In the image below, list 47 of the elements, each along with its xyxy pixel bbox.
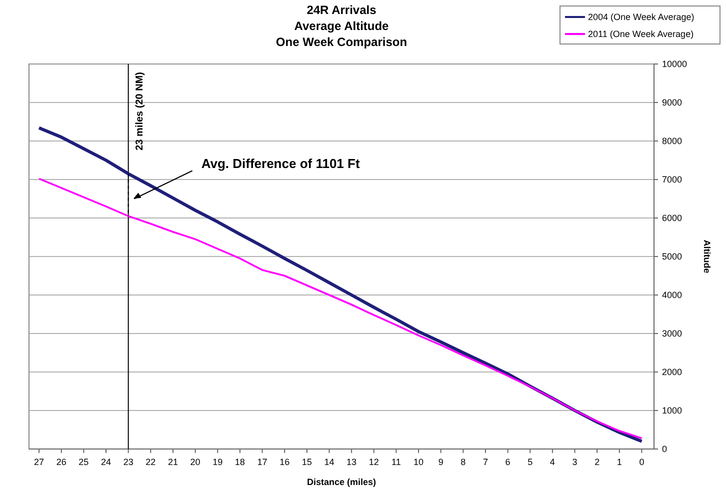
- x-tick-label: 17: [257, 457, 268, 467]
- y-tick-label: 6000: [662, 213, 682, 223]
- x-tick-label: 13: [346, 457, 357, 467]
- y-tick-label: 5000: [662, 252, 682, 262]
- chart-title: 24R Arrivals Average Altitude One Week Comparison: [276, 3, 408, 49]
- x-tick-label: 14: [324, 457, 334, 467]
- x-tick-label: 1: [616, 457, 622, 467]
- y-tick-label: 10000: [662, 59, 688, 69]
- x-tick-label: 25: [78, 457, 89, 467]
- y-axis-title: Altitude: [702, 240, 712, 274]
- x-tick-label: 0: [639, 457, 644, 467]
- legend-label: 2011 (One Week Average): [588, 29, 694, 39]
- x-tick-label: 24: [101, 457, 112, 467]
- x-tick-label: 27: [34, 457, 44, 467]
- y-tick-label: 8000: [662, 136, 682, 146]
- x-tick-label: 26: [56, 457, 66, 467]
- x-tick-label: 15: [302, 457, 312, 467]
- y-tick-label: 3000: [662, 328, 682, 338]
- x-tick-label: 11: [392, 457, 401, 467]
- x-tick-label: 6: [505, 457, 510, 467]
- x-tick-label: 18: [234, 457, 245, 467]
- y-tick-label: 9000: [662, 98, 682, 108]
- x-tick-label: 10: [414, 457, 424, 467]
- x-tick-label: 4: [550, 457, 555, 467]
- line-series: [38, 178, 643, 440]
- x-tick-label: 3: [572, 457, 578, 467]
- ref-line-label: 23 miles (20 NM): [134, 72, 146, 150]
- x-tick-label: 19: [212, 457, 223, 467]
- x-tick-label: 7: [482, 457, 488, 467]
- x-tick-label: 12: [368, 457, 379, 467]
- y-tick-label: 4000: [662, 290, 682, 300]
- legend-label: 2004 (One Week Average): [588, 12, 694, 22]
- y-tick-label: 7000: [662, 174, 682, 184]
- x-tick-label: 5: [528, 457, 533, 467]
- x-axis-title: Distance (miles): [306, 477, 376, 487]
- x-tick-label: 22: [146, 457, 156, 467]
- y-tick-label: 0: [662, 444, 668, 454]
- y-tick-label: 2000: [662, 367, 682, 377]
- x-tick-label: 23: [123, 457, 134, 467]
- x-tick-label: 9: [438, 457, 444, 467]
- x-tick-label: 8: [460, 457, 466, 467]
- annotation: Avg. Difference of 1101 Ft: [201, 156, 360, 171]
- x-tick-label: 16: [280, 457, 290, 467]
- x-tick-label: 2: [594, 457, 600, 467]
- y-tick-label: 1000: [662, 406, 682, 416]
- x-tick-label: 21: [168, 457, 178, 467]
- x-tick-label: 20: [190, 457, 200, 467]
